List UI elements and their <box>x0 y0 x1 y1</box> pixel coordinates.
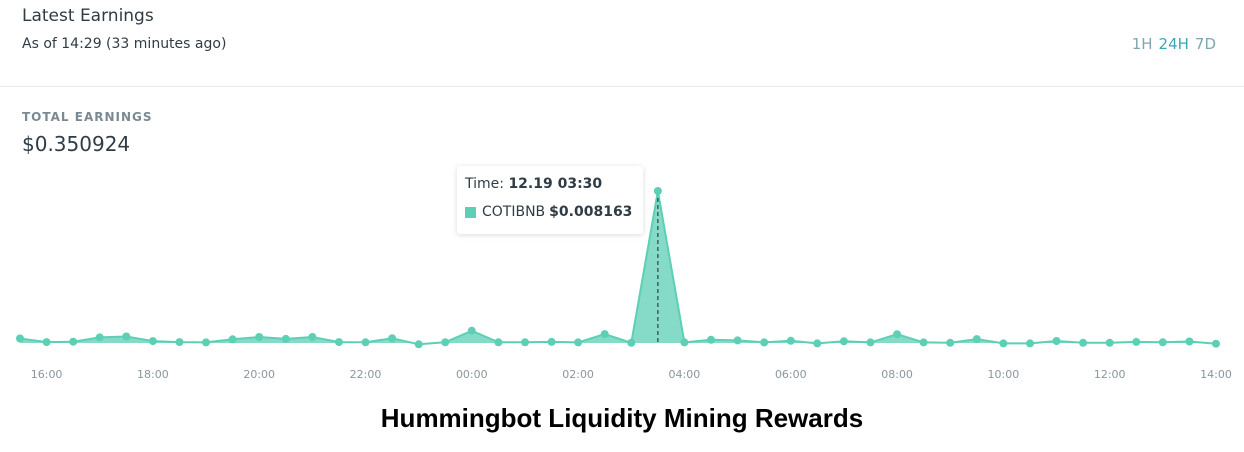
data-point[interactable] <box>441 338 450 347</box>
data-point[interactable] <box>175 338 184 347</box>
data-point[interactable] <box>16 334 24 343</box>
x-tick-label: 20:00 <box>243 368 275 381</box>
x-tick-label: 12:00 <box>1094 368 1126 381</box>
tooltip-series-value: $0.008163 <box>549 204 633 220</box>
range-tab-1h[interactable]: 1H <box>1131 35 1153 53</box>
total-earnings-label: TOTAL EARNINGS <box>22 110 153 124</box>
x-tick-label: 00:00 <box>456 368 488 381</box>
data-point[interactable] <box>707 335 715 344</box>
data-point[interactable] <box>893 330 902 339</box>
x-tick-label: 04:00 <box>669 368 701 381</box>
data-point[interactable] <box>148 337 157 346</box>
range-tab-24h[interactable]: 24H <box>1158 35 1189 53</box>
data-point[interactable] <box>813 339 822 348</box>
data-point[interactable] <box>202 338 210 347</box>
data-point[interactable] <box>1079 338 1088 347</box>
x-tick-label: 14:00 <box>1200 368 1232 381</box>
data-point[interactable] <box>999 339 1008 348</box>
data-point[interactable] <box>122 332 131 341</box>
tooltip-time-value: 12.19 03:30 <box>508 176 603 192</box>
data-point[interactable] <box>42 338 51 347</box>
data-point[interactable] <box>547 337 556 346</box>
data-point[interactable] <box>467 326 476 335</box>
data-point[interactable] <box>1185 337 1194 346</box>
data-point[interactable] <box>574 338 583 347</box>
x-tick-label: 10:00 <box>988 368 1020 381</box>
data-point[interactable] <box>919 338 928 347</box>
panel-header: Latest Earnings As of 14:29 (33 minutes … <box>0 0 1244 87</box>
data-point[interactable] <box>786 336 795 345</box>
data-point[interactable] <box>1132 337 1141 346</box>
data-point[interactable] <box>255 333 264 341</box>
data-point[interactable] <box>228 335 237 344</box>
data-point[interactable] <box>388 334 397 343</box>
data-point[interactable] <box>733 336 742 345</box>
data-point[interactable] <box>521 338 529 347</box>
x-tick-label: 06:00 <box>775 368 807 381</box>
panel-title: Latest Earnings <box>22 6 154 26</box>
data-point[interactable] <box>680 338 689 347</box>
tooltip-series-row: COTIBNB $0.008163 <box>465 204 632 220</box>
data-point[interactable] <box>334 338 343 347</box>
data-point[interactable] <box>1026 339 1034 348</box>
time-range-tabs: 1H 24H 7D <box>1132 35 1216 53</box>
data-point[interactable] <box>69 337 78 346</box>
x-tick-label: 16:00 <box>31 368 63 381</box>
data-point[interactable] <box>1052 337 1061 345</box>
highlighted-data-point[interactable] <box>653 187 662 195</box>
total-earnings-value: $0.350924 <box>22 132 131 156</box>
x-tick-label: 18:00 <box>137 368 169 381</box>
chart-tooltip: Time: 12.19 03:30 COTIBNB $0.008163 <box>457 166 643 234</box>
data-point[interactable] <box>414 340 423 349</box>
series-swatch-icon <box>465 206 476 218</box>
figure-caption: Hummingbot Liquidity Mining Rewards <box>380 403 864 433</box>
range-tab-7d[interactable]: 7D <box>1194 35 1216 53</box>
earnings-panel: Latest Earnings As of 14:29 (33 minutes … <box>0 0 1244 395</box>
tooltip-time-row: Time: 12.19 03:30 <box>465 176 602 192</box>
data-point[interactable] <box>281 334 290 343</box>
data-point[interactable] <box>839 337 848 346</box>
data-point[interactable] <box>308 333 317 341</box>
data-point[interactable] <box>1158 338 1167 347</box>
data-point[interactable] <box>1105 338 1114 347</box>
x-tick-label: 08:00 <box>881 368 913 381</box>
data-point[interactable] <box>95 333 104 342</box>
data-point[interactable] <box>866 338 875 347</box>
tooltip-series-label: COTIBNB <box>482 204 546 220</box>
data-point[interactable] <box>1212 339 1220 348</box>
x-tick-label: 22:00 <box>350 368 382 381</box>
earnings-area-chart[interactable]: 16:00 18:00 20:00 22:00 00:00 02:00 04:00 06:00… <box>0 0 1244 395</box>
data-point[interactable] <box>760 338 769 347</box>
data-point[interactable] <box>600 330 609 339</box>
data-point[interactable] <box>627 338 636 347</box>
data-point[interactable] <box>972 335 981 344</box>
series-line <box>19 190 1217 346</box>
x-tick-label: 02:00 <box>562 368 594 381</box>
last-updated-text: As of 14:29 (33 minutes ago) <box>22 36 227 52</box>
tooltip-time-label: Time: <box>465 176 504 192</box>
data-point[interactable] <box>494 338 503 347</box>
data-point[interactable] <box>946 338 955 347</box>
data-point[interactable] <box>361 338 370 347</box>
